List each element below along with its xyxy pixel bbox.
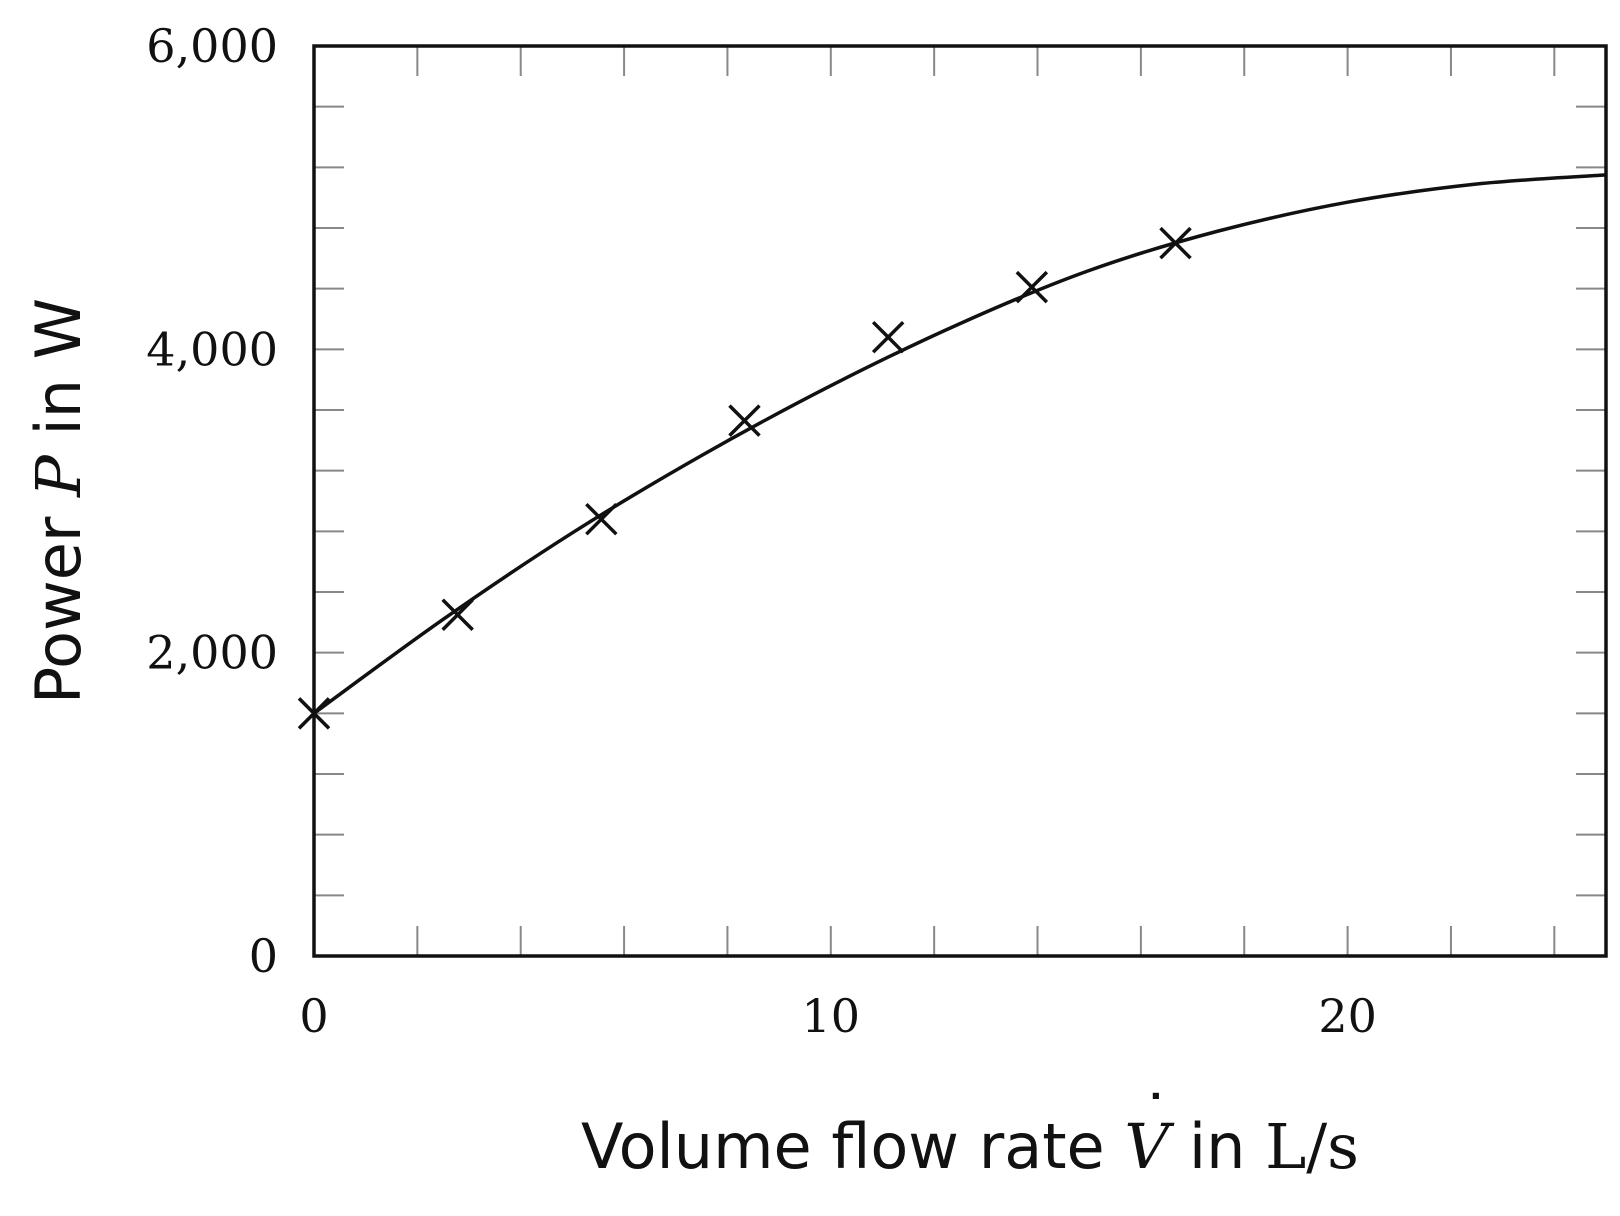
x-tick-label: 0 xyxy=(299,989,328,1043)
marker-stroke xyxy=(728,404,761,437)
data-point-marker xyxy=(585,502,618,536)
marker-stroke xyxy=(1159,226,1192,260)
y-axis-title: Power P in W xyxy=(22,298,95,704)
x-axis-symbol-dot: ˙ xyxy=(1140,1082,1171,1155)
x-tick-label: 20 xyxy=(1318,989,1377,1043)
y-axis-title-unit: W xyxy=(22,298,95,359)
y-axis-title-symbol: P xyxy=(22,454,95,498)
data-point-marker xyxy=(728,404,761,437)
data-point-marker xyxy=(441,598,474,631)
data-point-marker xyxy=(1015,270,1049,304)
y-tick-label: 6,000 xyxy=(146,19,278,73)
plot-frame xyxy=(312,44,1608,958)
x-tick-label: 10 xyxy=(802,989,861,1043)
fit-curve xyxy=(312,173,1607,715)
y-axis-title-prefix: Power xyxy=(22,497,95,704)
x-axis-title-unit: L/s xyxy=(1265,1110,1359,1183)
data-point-marker xyxy=(1159,226,1192,260)
tick-labels: 0 10 20 0 2,000 4,000 6,000 xyxy=(146,19,1377,1043)
y-tick-label: 4,000 xyxy=(146,322,278,376)
x-axis-title: Volume flow rate V in L/s xyxy=(581,1110,1359,1183)
data-point-marker xyxy=(871,320,905,354)
minor-ticks xyxy=(314,46,1606,956)
plot-elements xyxy=(297,173,1607,730)
x-axis-title-prefix: Volume flow rate xyxy=(581,1110,1124,1183)
y-tick-label: 0 xyxy=(249,929,278,983)
marker-stroke xyxy=(871,320,905,354)
y-tick-label: 2,000 xyxy=(146,626,278,680)
x-axis-title-symbol: V xyxy=(1124,1110,1175,1183)
x-axis-title-middle: in xyxy=(1169,1110,1265,1183)
marker-stroke xyxy=(1015,270,1049,304)
y-axis-title-middle: in xyxy=(22,359,95,455)
marker-stroke xyxy=(441,598,474,631)
marker-stroke xyxy=(585,502,618,536)
